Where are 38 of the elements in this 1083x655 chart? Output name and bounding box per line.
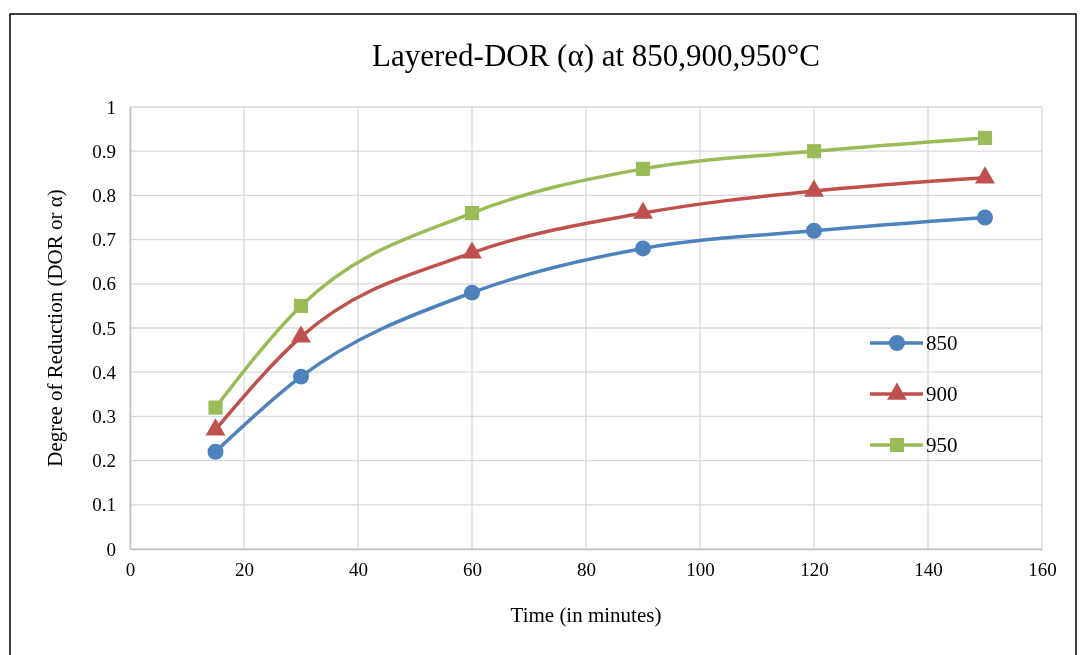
x-tick-label: 100: [686, 559, 715, 581]
point: [293, 298, 309, 313]
legend-label: 850: [926, 331, 958, 355]
y-tick-label: 0.6: [92, 273, 116, 295]
x-tick-label: 40: [349, 559, 368, 581]
y-tick-label: 1: [106, 96, 116, 118]
point: [977, 209, 993, 226]
legend-label: 950: [926, 433, 958, 457]
point: [635, 161, 651, 176]
y-axis-title: Degree of Reduction (DOR or α): [43, 189, 67, 467]
point: [464, 206, 480, 221]
y-tick-label: 0.5: [92, 317, 116, 339]
x-axis-title: Time (in minutes): [510, 603, 662, 627]
chart-title: Layered-DOR (α) at 850,900,950°C: [372, 38, 820, 73]
point: [293, 368, 309, 385]
y-tick-label: 0.8: [92, 184, 116, 206]
x-tick-label: 120: [800, 559, 829, 581]
x-tick-label: 0: [125, 559, 136, 581]
y-tick-label: 0.4: [92, 361, 117, 383]
point: [806, 144, 822, 159]
point: [635, 240, 651, 257]
legend-label: 900: [926, 382, 958, 406]
y-tick-label: 0: [106, 538, 116, 560]
y-tick-label: 0.1: [92, 494, 116, 516]
x-tick-label: 60: [463, 559, 482, 581]
x-tick-label: 80: [577, 559, 596, 581]
point: [207, 443, 224, 460]
x-tick-label: 160: [1028, 559, 1057, 581]
point: [806, 222, 822, 239]
y-tick-label: 0.2: [92, 450, 116, 472]
point: [208, 400, 223, 415]
y-tick-label: 0.7: [92, 229, 116, 251]
point: [977, 130, 993, 146]
point: [464, 284, 480, 301]
y-tick-label: 0.3: [92, 405, 116, 427]
x-tick-label: 20: [235, 559, 254, 581]
y-tick-label: 0.9: [92, 140, 116, 162]
x-tick-label: 140: [914, 559, 943, 581]
